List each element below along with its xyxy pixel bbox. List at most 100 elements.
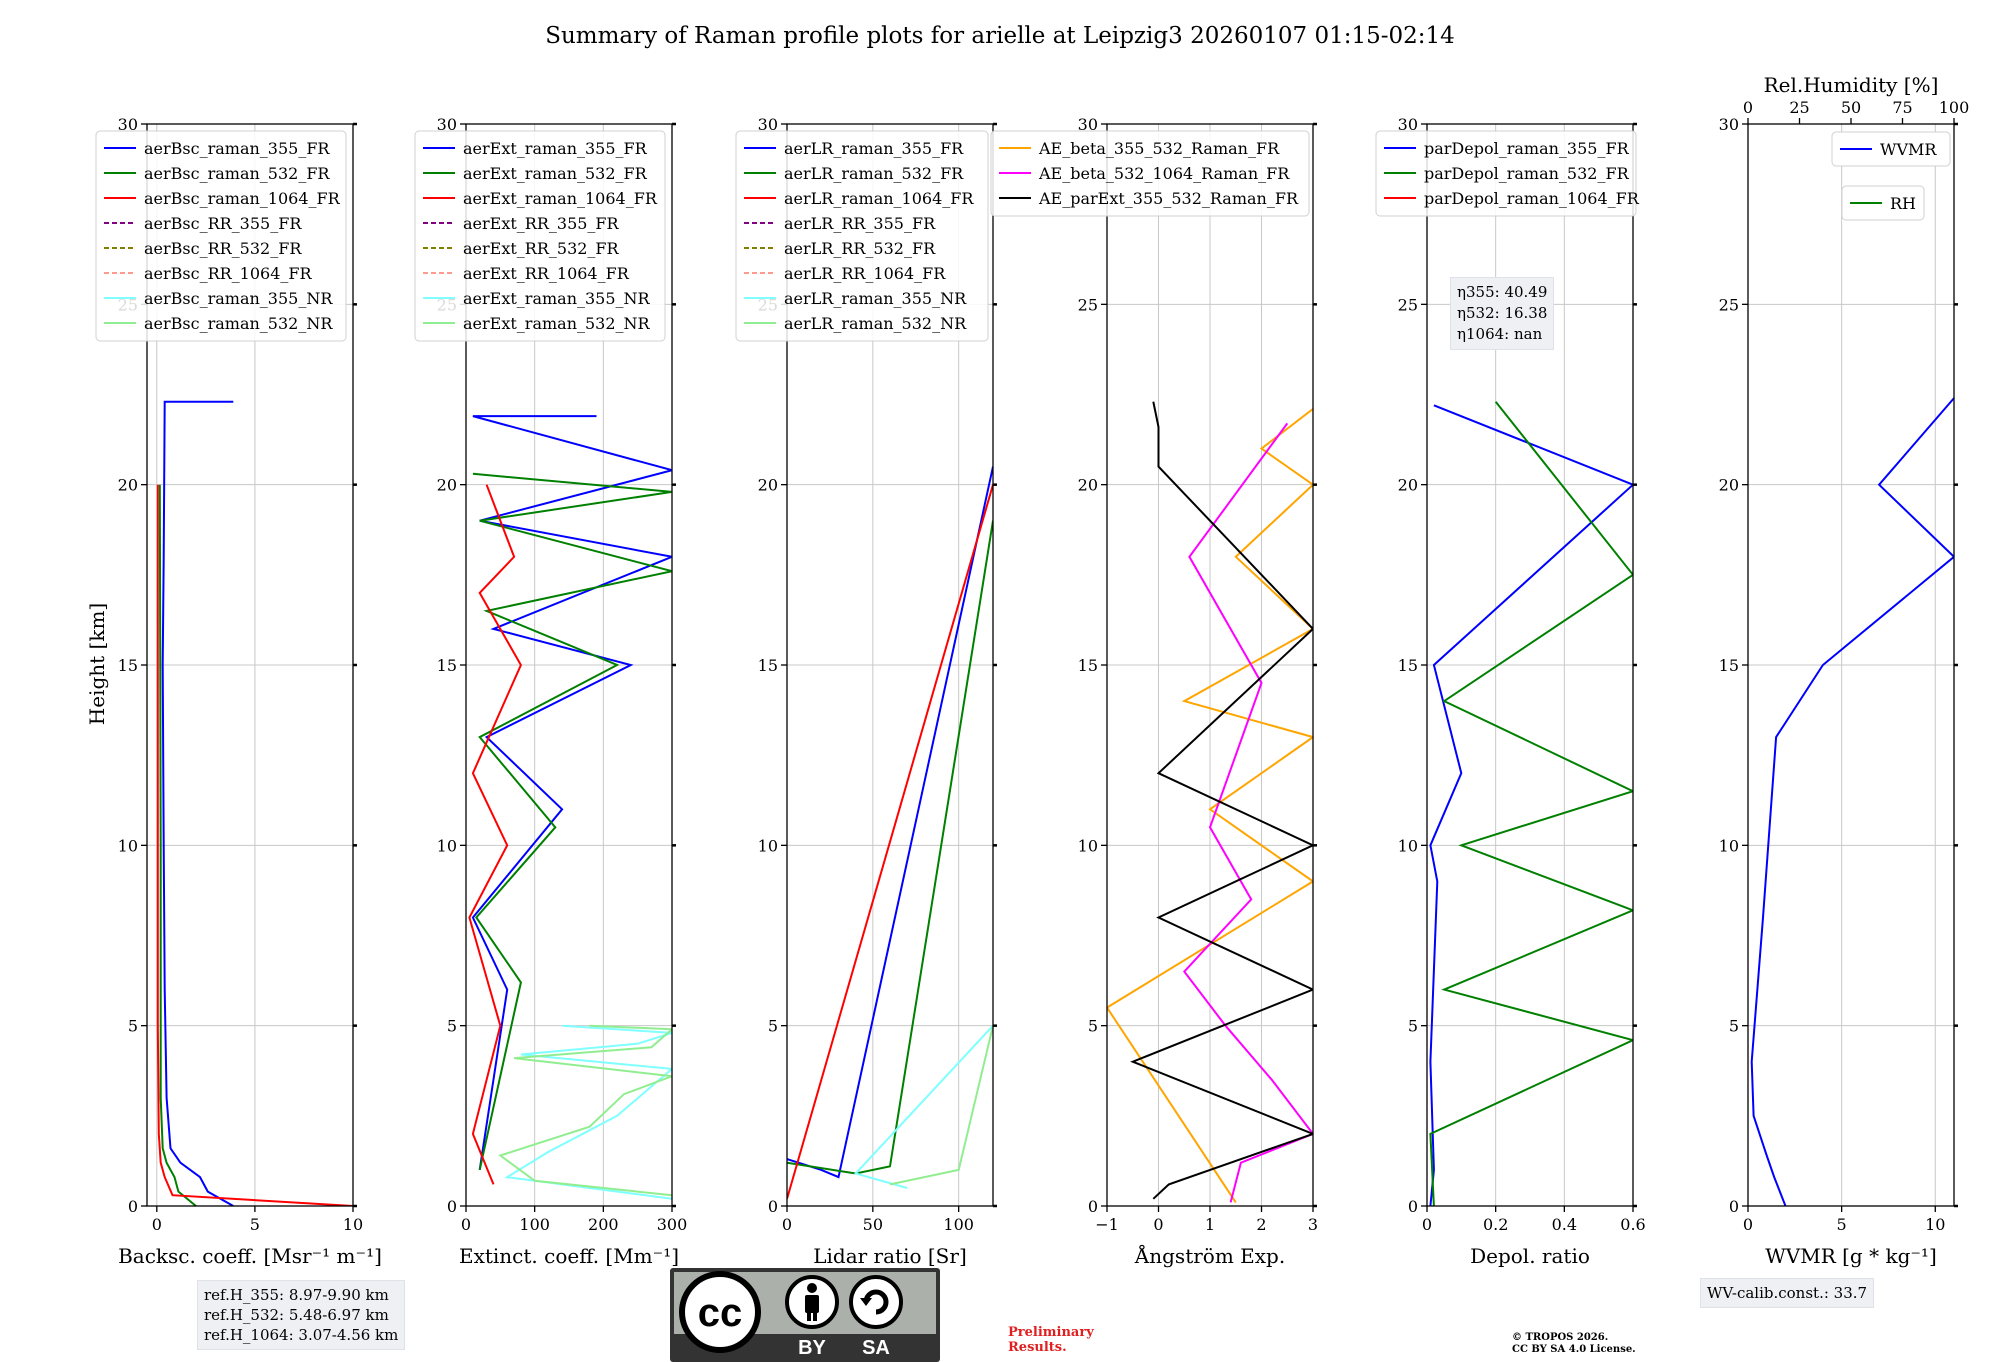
y-tick-label: 25 — [1398, 295, 1418, 314]
series-line-aerExt_raman_1064_FR — [468, 484, 523, 1185]
legend-label: aerLR_RR_532_FR — [784, 239, 936, 258]
cc-text: cc — [698, 1291, 743, 1335]
preliminary-note: Preliminary Results. — [1008, 1325, 1094, 1355]
legend-label: aerExt_RR_1064_FR — [463, 264, 630, 283]
y-tick-label: 5 — [1408, 1017, 1418, 1036]
top-x-tick-label: 25 — [1789, 98, 1809, 117]
y-tick-label: 10 — [758, 836, 778, 855]
legend-label: aerLR_raman_1064_FR — [784, 189, 974, 208]
y-tick-label: 30 — [1398, 115, 1418, 134]
y-tick-label: 5 — [1088, 1017, 1098, 1036]
series-line-aerExt_raman_355_FR — [471, 415, 672, 1171]
legend-label: AE_beta_355_532_Raman_FR — [1038, 139, 1280, 158]
legend-label: aerExt_raman_532_FR — [463, 164, 648, 183]
legend-label: aerLR_raman_532_NR — [784, 314, 967, 333]
copyright-note: © TROPOS 2026. CC BY SA 4.0 License. — [1512, 1332, 1636, 1356]
legend-label: aerBsc_RR_355_FR — [144, 214, 302, 233]
x-axis-label: Backsc. coeff. [Msr⁻¹ m⁻¹] — [118, 1244, 382, 1268]
x-tick-label: 0 — [782, 1215, 792, 1234]
series-line-aerLR_raman_532_NR — [889, 1025, 993, 1186]
series-line-AE_beta_355_532_Raman_FR — [1107, 408, 1313, 1203]
series-line-aerLR_raman_355_FR — [787, 466, 993, 1179]
ref-height-box: ref.H_355: 8.97-9.90 km ref.H_532: 5.48-… — [197, 1280, 406, 1350]
legend-frame — [990, 130, 1310, 217]
y-tick-label: 20 — [1719, 476, 1739, 495]
y-tick-label: 10 — [437, 836, 457, 855]
series-line-aerExt_raman_532_FR — [472, 472, 672, 1171]
x-axis-label: Ångström Exp. — [1134, 1243, 1285, 1268]
legend: parDepol_raman_355_FR parDepol_raman_532_… — [1375, 130, 1640, 217]
x-tick-label: 0.4 — [1552, 1215, 1577, 1234]
y-tick-label: 0 — [447, 1197, 457, 1216]
y-tick-label: 30 — [1078, 115, 1098, 134]
eta-355: η355: 40.49 — [1457, 283, 1548, 301]
y-tick-label: 20 — [758, 476, 778, 495]
preliminary-line-1: Preliminary — [1008, 1325, 1094, 1340]
x-axis-label: WVMR [g * kg⁻¹] — [1765, 1244, 1937, 1268]
x-tick-label: 1 — [1205, 1215, 1215, 1234]
top-axis-label: Rel.Humidity [%] — [1764, 73, 1939, 97]
series-line-parDepol_raman_355_FR — [1429, 404, 1633, 1206]
legend-label: WVMR — [1880, 140, 1937, 159]
x-tick-label: 10 — [343, 1215, 363, 1234]
legend-frame — [1375, 130, 1637, 217]
x-tick-label: 0 — [1153, 1215, 1163, 1234]
legend-label: aerBsc_raman_355_FR — [144, 139, 330, 158]
y-tick-label: 5 — [1729, 1017, 1739, 1036]
legend-label: parDepol_raman_355_FR — [1424, 139, 1630, 158]
y-tick-label: 10 — [118, 836, 138, 855]
panel-lr: 051015202530050100Lidar ratio [Sr]aerLR_… — [735, 115, 997, 1268]
x-tick-label: 3 — [1308, 1215, 1318, 1234]
y-tick-label: 20 — [1398, 476, 1418, 495]
panel-bsc: 0510152025300510Backsc. coeff. [Msr⁻¹ m⁻… — [95, 115, 382, 1268]
y-tick-label: 0 — [128, 1197, 138, 1216]
cc-by-text: BY — [798, 1337, 826, 1359]
y-tick-label: 5 — [128, 1017, 138, 1036]
figure-title: Summary of Raman profile plots for ariel… — [545, 23, 1455, 49]
panel-ext: 0510152025300100200300Extinct. coeff. [M… — [414, 115, 687, 1268]
ref-height-1064: ref.H_1064: 3.07-4.56 km — [204, 1326, 399, 1344]
series-line-aerLR_raman_532_FR — [787, 520, 993, 1175]
x-tick-label: 100 — [519, 1215, 550, 1234]
legend-label: RH — [1890, 194, 1916, 213]
cc-by-sa-license-icon: cc BY SA — [670, 1268, 940, 1362]
legend-frame — [95, 130, 347, 342]
legend: aerExt_raman_355_FR aerExt_raman_532_FRae… — [414, 130, 666, 342]
cc-sa-text: SA — [862, 1337, 890, 1359]
y-tick-label: 30 — [118, 115, 138, 134]
panel-depol: 0 5 10 15 20 25 30 0 0.2 0.4 0.6 Depol. ratio parDep… — [1375, 115, 1646, 1268]
x-tick-label: 0.6 — [1620, 1215, 1645, 1234]
legend-frame — [414, 130, 666, 342]
y-tick-label: 20 — [437, 476, 457, 495]
series-line-AE_beta_532_1064_Raman_FR — [1182, 422, 1313, 1203]
x-tick-label: 50 — [863, 1215, 883, 1234]
x-axis-label: Lidar ratio [Sr] — [813, 1244, 967, 1268]
legend-label: aerExt_raman_532_NR — [463, 314, 651, 333]
y-tick-label: 5 — [768, 1017, 778, 1036]
eta-1064: η1064: nan — [1457, 325, 1543, 343]
x-tick-label: 5 — [250, 1215, 260, 1234]
y-tick-label: 25 — [1078, 295, 1098, 314]
y-tick-label: 0 — [1729, 1197, 1739, 1216]
y-tick-label: 15 — [118, 656, 138, 675]
legend-RH: RH — [1841, 185, 1925, 221]
y-tick-label: 5 — [447, 1017, 457, 1036]
series-line-aerLR_raman_355_NR — [853, 1025, 993, 1189]
y-tick-label: 25 — [1719, 295, 1739, 314]
legend-label: aerBsc_RR_1064_FR — [144, 264, 313, 283]
y-tick-label: 0 — [1088, 1197, 1098, 1216]
series-line-WVMR — [1750, 397, 1954, 1206]
eta-532: η532: 16.38 — [1457, 304, 1548, 322]
x-tick-label: 0 — [1422, 1215, 1432, 1234]
legend-label: aerBsc_raman_532_FR — [144, 164, 330, 183]
y-axis-label: Height [km] — [85, 603, 109, 725]
y-tick-label: 15 — [1398, 656, 1418, 675]
y-tick-label: 10 — [1398, 836, 1418, 855]
y-tick-label: 15 — [1719, 656, 1739, 675]
legend-label: aerLR_RR_1064_FR — [784, 264, 946, 283]
legend-label: aerExt_RR_532_FR — [463, 239, 620, 258]
legend-label: aerLR_RR_355_FR — [784, 214, 936, 233]
y-tick-label: 20 — [1078, 476, 1098, 495]
